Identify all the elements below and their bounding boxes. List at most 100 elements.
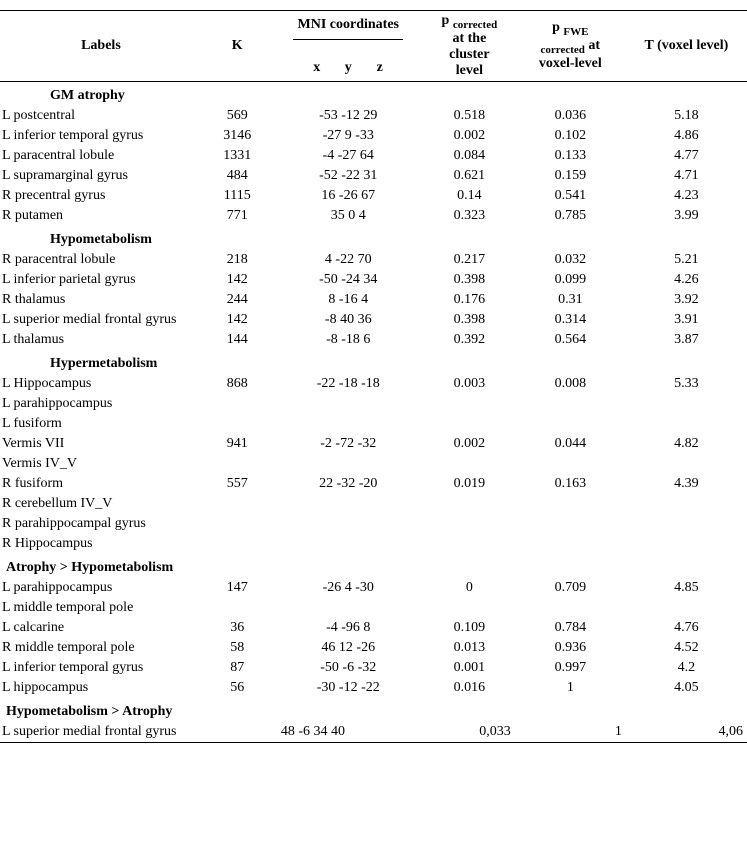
cell: L middle temporal pole xyxy=(0,598,202,618)
cell xyxy=(273,454,424,474)
cell: 8 -16 4 xyxy=(273,290,424,310)
cell: 0.001 xyxy=(424,658,515,678)
cell: 0 xyxy=(424,578,515,598)
cell: 4.23 xyxy=(626,186,747,206)
cell: R precentral gyrus xyxy=(0,186,202,206)
cell: -8 40 36 xyxy=(273,310,424,330)
cell: R parahippocampal gyrus xyxy=(0,514,202,534)
cell xyxy=(626,454,747,474)
cell: L fusiform xyxy=(0,414,202,434)
cell: 3.87 xyxy=(626,330,747,350)
table-row: L supramarginal gyrus484-52 -22 310.6210… xyxy=(0,166,747,186)
cell: 3.99 xyxy=(626,206,747,226)
cell: 0.784 xyxy=(515,618,626,638)
cell: 4.05 xyxy=(626,678,747,698)
cell xyxy=(273,414,424,434)
cell: 3.92 xyxy=(626,290,747,310)
cell: 0.314 xyxy=(515,310,626,330)
table-row: L superior medial frontal gyrus48 -6 34 … xyxy=(0,722,747,743)
table-row: R paracentral lobule2184 -22 700.2170.03… xyxy=(0,250,747,270)
cell xyxy=(515,454,626,474)
cell: 0.102 xyxy=(515,126,626,146)
cell: 0.163 xyxy=(515,474,626,494)
cell: 36 xyxy=(202,618,273,638)
cell: 0.044 xyxy=(515,434,626,454)
cell xyxy=(626,598,747,618)
section-header: Hypometabolism xyxy=(0,226,747,250)
cell xyxy=(626,534,747,554)
cell xyxy=(515,414,626,434)
cell: 0.013 xyxy=(424,638,515,658)
cell: 0.217 xyxy=(424,250,515,270)
table-row: L calcarine36-4 -96 80.1090.7844.76 xyxy=(0,618,747,638)
cell: -53 -12 29 xyxy=(273,106,424,126)
table-row: R middle temporal pole5846 12 -260.0130.… xyxy=(0,638,747,658)
cell: 35 0 4 xyxy=(273,206,424,226)
cell xyxy=(424,454,515,474)
table-row: L superior medial frontal gyrus142-8 40 … xyxy=(0,310,747,330)
col-labels: Labels xyxy=(0,11,202,82)
cell: 4 -22 70 xyxy=(273,250,424,270)
cell: 4.85 xyxy=(626,578,747,598)
cell: 0.997 xyxy=(515,658,626,678)
cell: 5.18 xyxy=(626,106,747,126)
cell: R thalamus xyxy=(0,290,202,310)
cell: -2 -72 -32 xyxy=(273,434,424,454)
cell: 4.86 xyxy=(626,126,747,146)
cell: R Hippocampus xyxy=(0,534,202,554)
cell: L hippocampus xyxy=(0,678,202,698)
cell: 218 xyxy=(202,250,273,270)
col-p-cluster: p correctedat theclusterlevel xyxy=(424,11,515,82)
cell: -27 9 -33 xyxy=(273,126,424,146)
cell: 0.398 xyxy=(424,310,515,330)
cell xyxy=(626,494,747,514)
table-row: L thalamus144-8 -18 60.3920.5643.87 xyxy=(0,330,747,350)
cell: 1331 xyxy=(202,146,273,166)
section-header: Hypometabolism > Atrophy xyxy=(0,698,747,722)
cell: 0.002 xyxy=(424,434,515,454)
cell: L Hippocampus xyxy=(0,374,202,394)
table-row: R putamen77135 0 40.3230.7853.99 xyxy=(0,206,747,226)
cell: 0.14 xyxy=(424,186,515,206)
table-row: R thalamus2448 -16 40.1760.313.92 xyxy=(0,290,747,310)
cell xyxy=(626,414,747,434)
cell: L inferior parietal gyrus xyxy=(0,270,202,290)
cell: 4.77 xyxy=(626,146,747,166)
cell xyxy=(424,598,515,618)
cell: 0.002 xyxy=(424,126,515,146)
cell: 3146 xyxy=(202,126,273,146)
cell xyxy=(273,514,424,534)
cell xyxy=(424,494,515,514)
cell xyxy=(273,394,424,414)
cell: -4 -96 8 xyxy=(273,618,424,638)
cell: 0.032 xyxy=(515,250,626,270)
cell: 5.21 xyxy=(626,250,747,270)
cell: L inferior temporal gyrus xyxy=(0,126,202,146)
cell: L parahippocampus xyxy=(0,394,202,414)
cell: 0.176 xyxy=(424,290,515,310)
cell: 56 xyxy=(202,678,273,698)
cell: R fusiform xyxy=(0,474,202,494)
cell: 0.392 xyxy=(424,330,515,350)
cell: Vermis VII xyxy=(0,434,202,454)
cell: R cerebellum IV_V xyxy=(0,494,202,514)
table-row: L Hippocampus868-22 -18 -180.0030.0085.3… xyxy=(0,374,747,394)
cell: 1 xyxy=(515,678,626,698)
col-k: K xyxy=(202,11,273,82)
cell: -26 4 -30 xyxy=(273,578,424,598)
cell: 0.785 xyxy=(515,206,626,226)
cell: 0.159 xyxy=(515,166,626,186)
cell: 0.541 xyxy=(515,186,626,206)
cell: 4.76 xyxy=(626,618,747,638)
cell: 147 xyxy=(202,578,273,598)
cell: 0.084 xyxy=(424,146,515,166)
cell: 771 xyxy=(202,206,273,226)
hdr-y: y xyxy=(334,60,362,76)
cell xyxy=(424,414,515,434)
cell: L supramarginal gyrus xyxy=(0,166,202,186)
cell: 0.564 xyxy=(515,330,626,350)
cell: 0.518 xyxy=(424,106,515,126)
cell: 0.398 xyxy=(424,270,515,290)
table-row: L paracentral lobule1331-4 -27 640.0840.… xyxy=(0,146,747,166)
table-row: Vermis IV_V xyxy=(0,454,747,474)
